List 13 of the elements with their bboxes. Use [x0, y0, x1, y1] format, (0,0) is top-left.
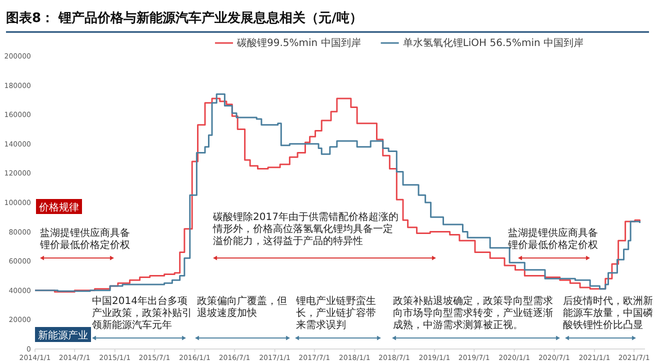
annotation: 盐湖提锂供应商具备锂价最低价格定价权	[39, 227, 130, 251]
annotation: 碳酸锂除2017年由于供需错配价格超涨的情形外，价格高位落氢氧化锂均具备一定溢价能力，这得益于产品的特异性	[212, 211, 398, 247]
annotation: 后疫情时代，欧洲新能源车放量，中国磷酸铁锂性价比凸显	[563, 295, 653, 331]
legend-label: 单水氢氧化锂LiOH 56.5%min 中国到岸	[402, 37, 584, 49]
chart-title: 图表8： 锂产品价格与新能源汽车产业发展息息相关（元/吨）	[6, 10, 362, 26]
annotation: 政策偏向广覆盖，但退坡速度加快	[197, 295, 287, 319]
legend-label: 碳酸锂99.5%min 中国到岸	[236, 37, 361, 49]
annotation: 政策补贴退坡确定，政策导向型需求向市场导向型需求转变，产业链逐渐成熟，中游需求测算被正视。	[393, 295, 553, 331]
annotation: 价格规律	[38, 202, 79, 214]
annotation: 新能源产业	[38, 330, 88, 342]
annotation: 盐湖提锂供应商具备锂价最低价格定价权	[507, 227, 598, 251]
annotation: 中国2014年出台多项产业政策，政策补贴引领新能源汽车元年	[92, 295, 192, 331]
annotation: 锂电产业链野蛮生长，产业链扩容带来需求误判	[295, 295, 376, 331]
